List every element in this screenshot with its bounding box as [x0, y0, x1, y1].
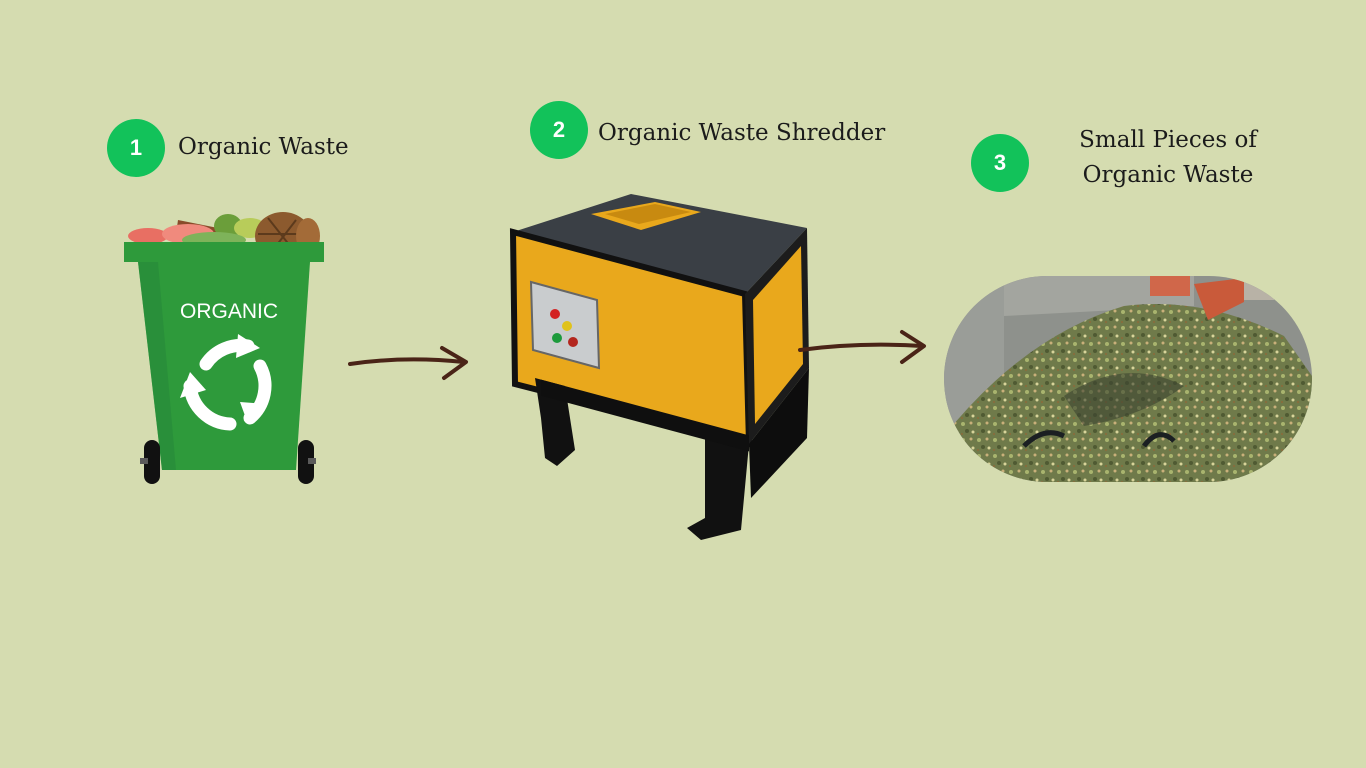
step-1-label: Organic Waste	[178, 134, 349, 160]
arrow-right-icon	[348, 346, 468, 380]
step-1-number: 1	[129, 135, 143, 160]
shredder-machine-icon	[509, 194, 809, 540]
bin-label: ORGANIC	[180, 300, 278, 323]
organic-waste-bin-icon: ORGANIC	[124, 212, 324, 484]
step-3-number: 3	[993, 150, 1007, 175]
step-3-badge: 3	[971, 134, 1029, 192]
step-2-badge: 2	[530, 101, 588, 159]
step-2-label: Organic Waste Shredder	[598, 120, 886, 146]
shredded-waste-photo	[944, 276, 1312, 482]
step-1-badge: 1	[107, 119, 165, 177]
step-2-number: 2	[552, 117, 566, 142]
step-3-label: Small Pieces of Organic Waste	[1079, 127, 1257, 188]
arrow-right-icon	[798, 330, 926, 364]
